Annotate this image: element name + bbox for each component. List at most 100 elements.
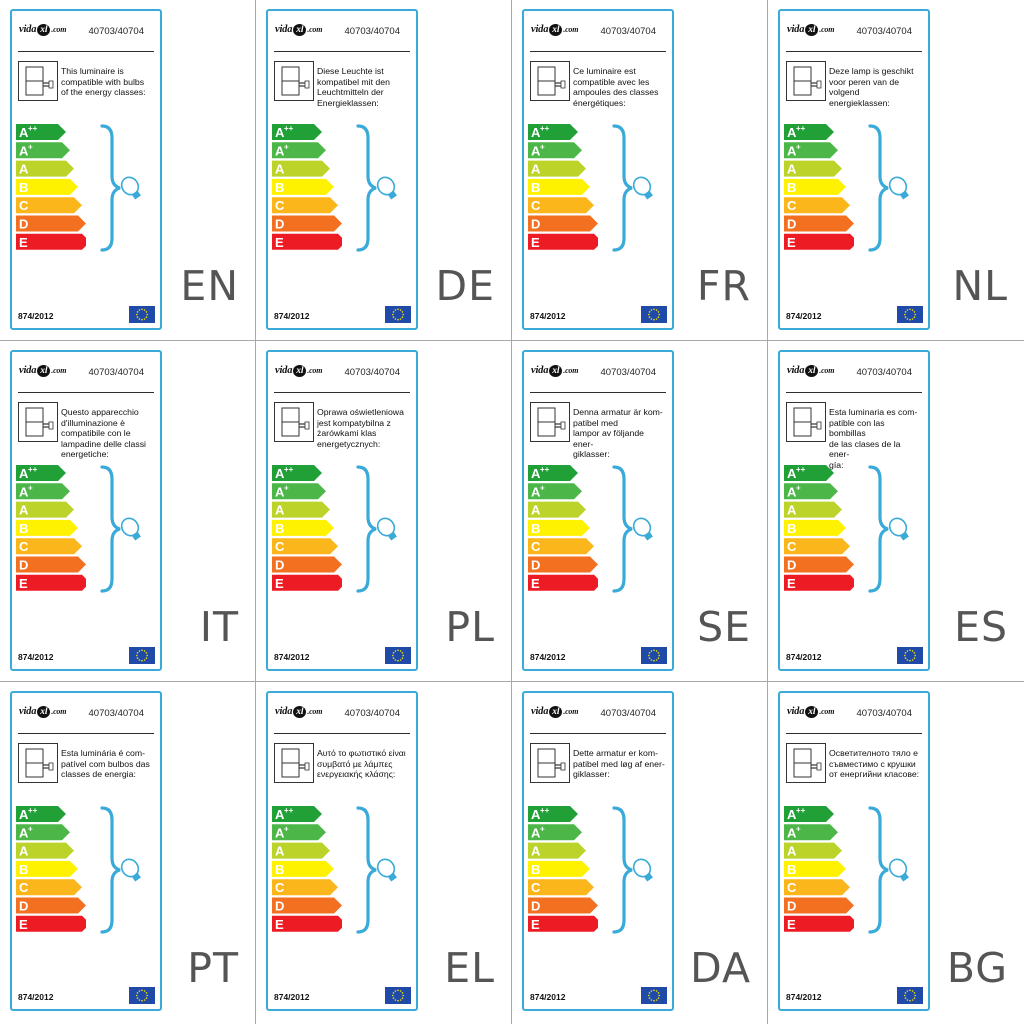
svg-text:A: A — [275, 484, 285, 499]
energy-class-app: A ++ — [16, 465, 66, 481]
energy-class-a: A — [272, 842, 330, 859]
svg-text:D: D — [19, 899, 28, 914]
svg-text:+: + — [540, 824, 545, 833]
svg-text:A: A — [275, 125, 285, 140]
svg-text:C: C — [19, 880, 29, 895]
energy-class-d: D — [528, 897, 598, 914]
vidaxl-logo: vida xl .com — [787, 24, 835, 36]
luminaire-icon — [18, 61, 58, 101]
energy-class-b: B — [784, 519, 846, 536]
energy-class-a: A — [784, 160, 842, 177]
svg-text:A: A — [19, 503, 29, 518]
energy-class-a: A — [272, 501, 330, 518]
energy-class-ap: A + — [272, 824, 326, 841]
svg-text:++: ++ — [284, 124, 294, 133]
regulation-number: 874/2012 — [274, 652, 310, 662]
energy-class-b: B — [16, 178, 78, 195]
compatibility-text: Ce luminaire est compatible avec les amp… — [573, 66, 659, 108]
energy-class-c: C — [528, 538, 594, 555]
energy-class-b: B — [16, 519, 78, 536]
eu-flag-icon — [129, 647, 155, 664]
brace-bulb-icon — [356, 806, 397, 934]
energy-class-b: B — [528, 519, 590, 536]
product-code: 40703/40704 — [344, 367, 400, 378]
energy-class-d: D — [272, 215, 342, 232]
svg-text:+: + — [540, 142, 545, 151]
svg-text:+: + — [28, 824, 33, 833]
product-code: 40703/40704 — [856, 708, 912, 719]
luminaire-icon — [18, 402, 58, 442]
svg-text:++: ++ — [796, 465, 806, 474]
luminaire-icon — [786, 61, 826, 101]
energy-class-ap: A + — [784, 483, 838, 500]
energy-class-c: C — [528, 197, 594, 214]
energy-class-e: E — [16, 574, 86, 591]
energy-class-b: B — [16, 860, 78, 877]
energy-class-e: E — [784, 574, 854, 591]
eu-flag-icon — [897, 306, 923, 323]
label-header: vida xl .com 40703/40704 — [524, 693, 672, 729]
language-code: IT — [199, 603, 239, 651]
energy-class-e: E — [272, 233, 342, 250]
label-header: vida xl .com 40703/40704 — [524, 352, 672, 388]
svg-text:E: E — [787, 576, 796, 591]
svg-text:D: D — [531, 558, 540, 573]
header-divider — [18, 392, 154, 393]
brace-bulb-icon — [100, 124, 141, 252]
svg-text:A: A — [275, 807, 285, 822]
header-divider — [274, 51, 410, 52]
svg-text:A: A — [275, 844, 285, 859]
language-code: ES — [954, 603, 1008, 651]
svg-text:A: A — [275, 143, 285, 158]
compatibility-text: This luminaire is compatible with bulbs … — [61, 66, 146, 98]
energy-class-a: A — [272, 160, 330, 177]
svg-text:++: ++ — [540, 124, 550, 133]
product-code: 40703/40704 — [600, 708, 656, 719]
svg-text:E: E — [787, 235, 796, 250]
regulation-number: 874/2012 — [18, 992, 54, 1002]
energy-class-ap: A + — [528, 142, 582, 159]
energy-class-b: B — [272, 178, 334, 195]
vidaxl-logo: vida xl .com — [787, 706, 835, 718]
regulation-number: 874/2012 — [786, 992, 822, 1002]
energy-class-b: B — [272, 519, 334, 536]
luminaire-icon — [786, 402, 826, 442]
header-divider — [18, 733, 154, 734]
energy-label-card: vida xl .com 40703/40704 Αυτό το φωτιστικό… — [266, 691, 418, 1011]
eu-flag-icon — [641, 306, 667, 323]
svg-text:C: C — [787, 880, 797, 895]
svg-text:A: A — [275, 466, 285, 481]
svg-text:A: A — [19, 143, 29, 158]
product-code: 40703/40704 — [344, 26, 400, 37]
eu-flag-icon — [641, 987, 667, 1004]
brace-bulb-icon — [868, 124, 909, 252]
energy-class-e: E — [528, 574, 598, 591]
regulation-number: 874/2012 — [274, 311, 310, 321]
svg-text:++: ++ — [28, 806, 38, 815]
svg-text:C: C — [787, 539, 797, 554]
svg-text:E: E — [531, 917, 540, 932]
svg-text:+: + — [540, 483, 545, 492]
label-cell-el: vida xl .com 40703/40704 Αυτό το φωτιστικό… — [256, 682, 512, 1024]
svg-text:+: + — [284, 824, 289, 833]
energy-class-app: A ++ — [528, 806, 578, 822]
energy-class-d: D — [528, 556, 598, 573]
svg-text:C: C — [275, 198, 285, 213]
energy-class-d: D — [528, 215, 598, 232]
energy-class-app: A ++ — [784, 465, 834, 481]
regulation-number: 874/2012 — [530, 652, 566, 662]
eu-flag-icon — [897, 647, 923, 664]
energy-class-c: C — [784, 197, 850, 214]
energy-label-card: vida xl .com 40703/40704 Esta luminária é … — [10, 691, 162, 1011]
regulation-number: 874/2012 — [786, 311, 822, 321]
brace-bulb-icon — [356, 124, 397, 252]
energy-class-ap: A + — [16, 142, 70, 159]
svg-text:+: + — [796, 142, 801, 151]
header-divider — [786, 51, 922, 52]
svg-text:C: C — [787, 198, 797, 213]
energy-class-a: A — [16, 842, 74, 859]
energy-class-c: C — [784, 538, 850, 555]
